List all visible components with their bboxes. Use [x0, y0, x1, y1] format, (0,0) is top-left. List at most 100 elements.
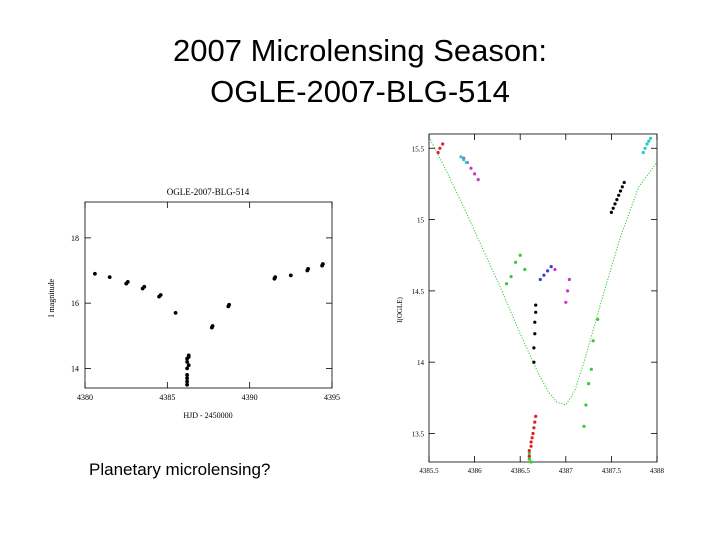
data-point-ogle [185, 379, 190, 384]
data-point-ogle [321, 262, 325, 266]
data-point-cyan [643, 146, 647, 150]
right-chart-ticks: 4385.5 4386 4386.5 4387 4387.5 4388 13.5 14 14.5… [412, 134, 665, 475]
data-point-red [529, 440, 533, 444]
data-point-cyan [647, 139, 651, 143]
data-point-magenta [476, 178, 480, 182]
y-tick-label: 14.5 [412, 288, 425, 296]
data-point-black [620, 185, 624, 189]
data-point-black [618, 189, 623, 193]
x-tick-label: 4395 [324, 393, 340, 402]
data-point-ogle [306, 267, 310, 271]
data-point-ogle [185, 373, 190, 377]
data-point-ogle [107, 275, 112, 279]
data-point-green [518, 253, 522, 257]
data-point-magenta [553, 267, 557, 272]
x-tick-label: 4385 [159, 393, 175, 402]
data-point-black [622, 180, 626, 185]
y-tick-label: 15.5 [412, 145, 425, 153]
slide-title-line-2: OGLE-2007-BLG-514 [210, 74, 510, 109]
slide-caption: Planetary microlensing? [89, 460, 271, 479]
data-point-ogle [173, 311, 178, 315]
data-point-black [533, 332, 537, 336]
data-point-ogle [227, 302, 232, 307]
data-point-magenta [473, 172, 477, 176]
data-point-ogle [185, 360, 190, 364]
y-tick-label: 15 [417, 217, 425, 225]
left-chart-points [93, 262, 325, 387]
right-chart-points [436, 136, 653, 464]
data-point-ogle [210, 324, 215, 328]
data-point-black [613, 202, 617, 206]
data-point-ogle [186, 363, 191, 368]
left-chart-ylabel: I magnitude [47, 278, 56, 317]
data-point-ogle [273, 275, 278, 279]
multi-observatory-zoom-chart: 4385.5 4386 4386.5 4387 4387.5 4388 13.5 14 14.5… [396, 133, 665, 475]
y-tick-label: 16 [71, 299, 79, 308]
data-point-ogle [125, 280, 130, 284]
data-point-magenta [566, 289, 570, 293]
left-chart-title: OGLE-2007-BLG-514 [167, 187, 250, 197]
model-curve [428, 136, 658, 406]
data-point-ogle [186, 355, 191, 359]
data-point-black [609, 210, 613, 214]
data-point-cyan [462, 158, 466, 162]
data-point-red [532, 426, 536, 430]
x-tick-label: 4386 [468, 467, 483, 475]
data-point-green [584, 403, 588, 407]
data-point-green [587, 382, 591, 386]
data-point-magenta [564, 300, 568, 304]
data-point-red [441, 142, 445, 146]
data-point-red [527, 449, 531, 453]
data-point-magenta [567, 277, 571, 282]
data-point-ogle [185, 366, 190, 371]
x-tick-label: 4380 [77, 393, 93, 402]
y-tick-label: 13.5 [412, 430, 425, 438]
x-tick-label: 4388 [650, 467, 665, 475]
slide-title-line-1: 2007 Microlensing Season: [173, 33, 547, 68]
data-point-blue [538, 277, 542, 282]
data-point-blue [549, 265, 553, 269]
data-point-green [523, 267, 527, 272]
x-tick-label: 4386.5 [511, 467, 531, 475]
x-tick-label: 4387 [559, 467, 574, 475]
left-chart-frame [84, 201, 333, 389]
right-chart-ylabel: I(OGLE) [396, 297, 404, 323]
data-point-green [514, 260, 518, 264]
data-point-ogle [185, 382, 190, 387]
data-point-black [534, 303, 538, 307]
data-point-cyan [649, 136, 653, 140]
data-point-red [530, 436, 534, 440]
data-point-red [438, 146, 442, 150]
data-point-green [591, 339, 595, 343]
data-point-ogle [158, 293, 163, 297]
data-point-black [532, 346, 536, 350]
data-point-red [527, 454, 531, 458]
data-point-green [527, 457, 531, 461]
y-tick-label: 14 [417, 359, 425, 367]
data-point-black [617, 193, 621, 197]
data-point-green [509, 275, 513, 279]
data-point-ogle [142, 284, 147, 289]
right-chart-frame [428, 133, 658, 463]
data-point-cyan [464, 160, 468, 165]
data-point-cyan [641, 150, 645, 155]
y-tick-label: 14 [71, 364, 79, 373]
data-point-green [529, 460, 533, 464]
data-point-green [596, 317, 600, 321]
data-point-black [533, 320, 537, 324]
data-point-ogle [185, 376, 190, 381]
x-tick-label: 4390 [242, 393, 258, 402]
data-point-green [527, 451, 531, 455]
left-chart-ticks: 4380 4385 4390 4395 14 16 18 [71, 202, 340, 402]
x-tick-label: 4387.5 [602, 467, 622, 475]
data-point-cyan [645, 142, 649, 146]
data-point-green [589, 367, 593, 371]
ogle-light-curve-chart: OGLE-2007-BLG-514 4380 4385 4390 4395 14 16 18… [47, 187, 340, 420]
left-chart-xlabel: HJD - 2450000 [183, 411, 232, 420]
data-point-green [582, 424, 586, 428]
data-point-magenta [469, 166, 473, 170]
x-tick-label: 4385.5 [419, 467, 439, 475]
data-point-ogle [93, 271, 97, 276]
data-point-red [436, 150, 440, 155]
data-point-cyan [459, 155, 463, 159]
